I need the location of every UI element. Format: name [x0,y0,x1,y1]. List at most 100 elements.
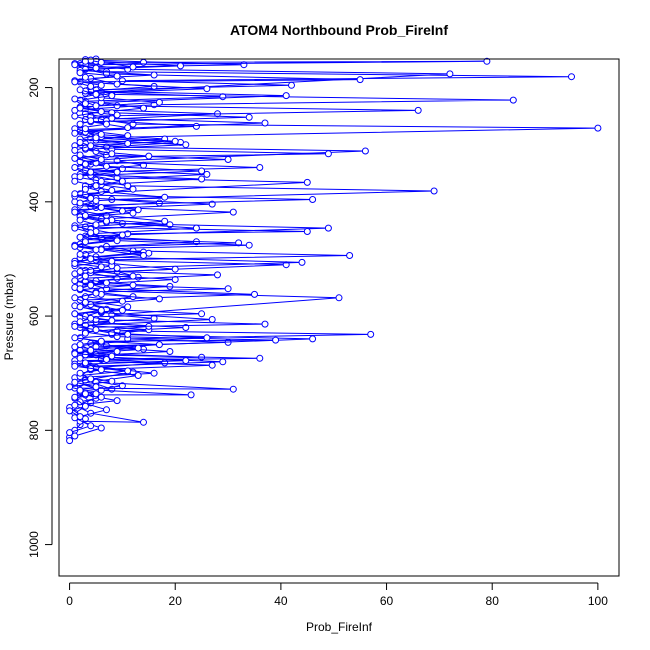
x-tick-label: 40 [274,594,288,608]
data-point [81,100,89,108]
data-point [129,281,137,289]
data-point [240,61,248,69]
data-point [155,98,163,106]
data-point [71,378,79,386]
data-point [76,86,84,94]
data-point [87,82,95,90]
data-point [251,290,258,298]
data-point [87,346,95,354]
data-point [414,106,422,114]
data-point [71,146,79,154]
data-point [309,335,317,343]
axis-layer: 0 20 40 60 80 100 200 400 600 800 1000 [27,77,608,608]
data-point [229,208,237,216]
data-point [71,61,79,69]
data-point [335,294,343,302]
data-point [446,70,454,78]
data-point [272,336,280,344]
y-tick-label: 800 [27,420,41,440]
data-point [140,418,147,426]
data-point [97,306,105,314]
data-point [81,329,89,337]
data-point [214,271,221,279]
data-point [92,383,100,391]
data-point [367,330,375,338]
data-point [118,77,126,85]
data-point [140,104,147,112]
data-point [103,279,110,287]
data-point [113,348,121,355]
data-point [71,277,79,285]
data-point [509,96,517,104]
data-point [71,224,79,232]
data-point [198,175,206,183]
data-point [81,272,89,280]
data-point [356,76,364,84]
data-point [97,337,105,345]
data-point [261,320,269,328]
data-point [71,78,79,86]
data-point [76,120,84,128]
data-point [81,390,89,398]
data-point [224,285,232,293]
data-point [76,151,84,159]
data-point [113,168,121,176]
series-6 [71,57,116,401]
data-point [66,429,74,437]
data-point [87,142,95,150]
data-point [81,57,89,65]
data-point [97,424,105,432]
data-point [103,285,110,293]
data-point [198,310,206,318]
data-point [113,72,121,80]
data-point [92,90,100,98]
data-point [76,386,84,394]
data-point [97,204,105,211]
data-point [118,231,126,239]
data-point [103,406,110,414]
data-point [97,58,105,66]
data-point [155,295,163,303]
data-point [203,170,211,178]
data-point [71,350,79,358]
data-point [76,104,84,112]
data-point [113,397,121,405]
data-point [594,124,602,132]
data-point [66,383,74,391]
plot-frame [58,58,620,577]
data-point [208,361,216,369]
data-point [124,140,132,147]
data-point [97,366,105,374]
data-point [124,367,132,375]
data-point [81,293,89,301]
data-point [108,377,116,385]
data-point [118,177,126,185]
data-point [150,369,158,377]
data-point [71,112,79,120]
data-point [108,317,116,325]
data-point [324,224,332,232]
data-point [568,73,575,81]
data-point [76,268,84,275]
data-point [129,63,137,71]
data-point [134,206,142,214]
data-point [256,354,264,362]
data-point [346,252,354,259]
data-point [118,306,126,314]
data-point [97,108,105,116]
data-point [81,125,89,133]
data-point [71,401,79,409]
data-point [129,272,137,280]
data-point [87,375,95,383]
data-point [81,298,89,306]
x-axis-label: Prob_FireInf [306,620,373,634]
data-point [97,177,105,185]
data-point [288,81,295,89]
series-line [73,60,361,437]
data-point [108,352,116,360]
data-point [187,391,195,399]
data-point [81,402,89,410]
data-point [71,362,79,370]
data-point [76,303,84,311]
x-tick-label: 20 [169,594,183,608]
